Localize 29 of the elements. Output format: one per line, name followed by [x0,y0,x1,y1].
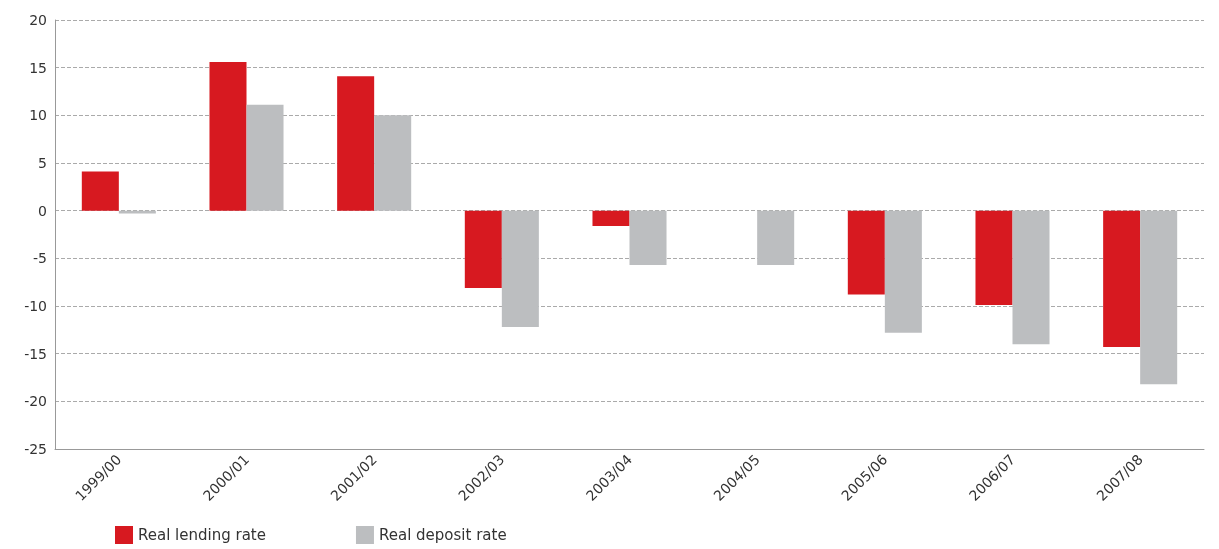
bar [81,171,119,211]
y-tick-label: 15 [29,59,47,76]
bar [592,210,630,226]
y-tick-label: -15 [24,345,47,362]
y-tick-label: -20 [24,393,47,410]
y-tick-label: 20 [29,12,47,28]
bar [337,76,375,211]
bar [757,210,795,266]
y-tick-label: 0 [38,202,47,219]
bar [1012,210,1050,345]
y-tick-label: 5 [38,155,47,171]
bar [1103,210,1141,347]
legend-label: Real deposit rate [378,526,507,544]
bar [246,104,284,211]
bar [884,210,922,333]
bar [374,115,412,211]
y-tick-label: -10 [24,298,47,314]
bar [118,210,156,214]
bar [464,210,502,288]
bar [975,210,1013,306]
bar [847,210,885,295]
bar [629,210,667,266]
bar [1140,210,1178,385]
bar [209,61,247,211]
bar [501,210,539,327]
y-tick-label: -5 [33,250,47,267]
y-tick-label: -25 [24,441,47,457]
legend-label: Real lending rate [138,526,266,544]
y-tick-label: 10 [29,107,47,124]
